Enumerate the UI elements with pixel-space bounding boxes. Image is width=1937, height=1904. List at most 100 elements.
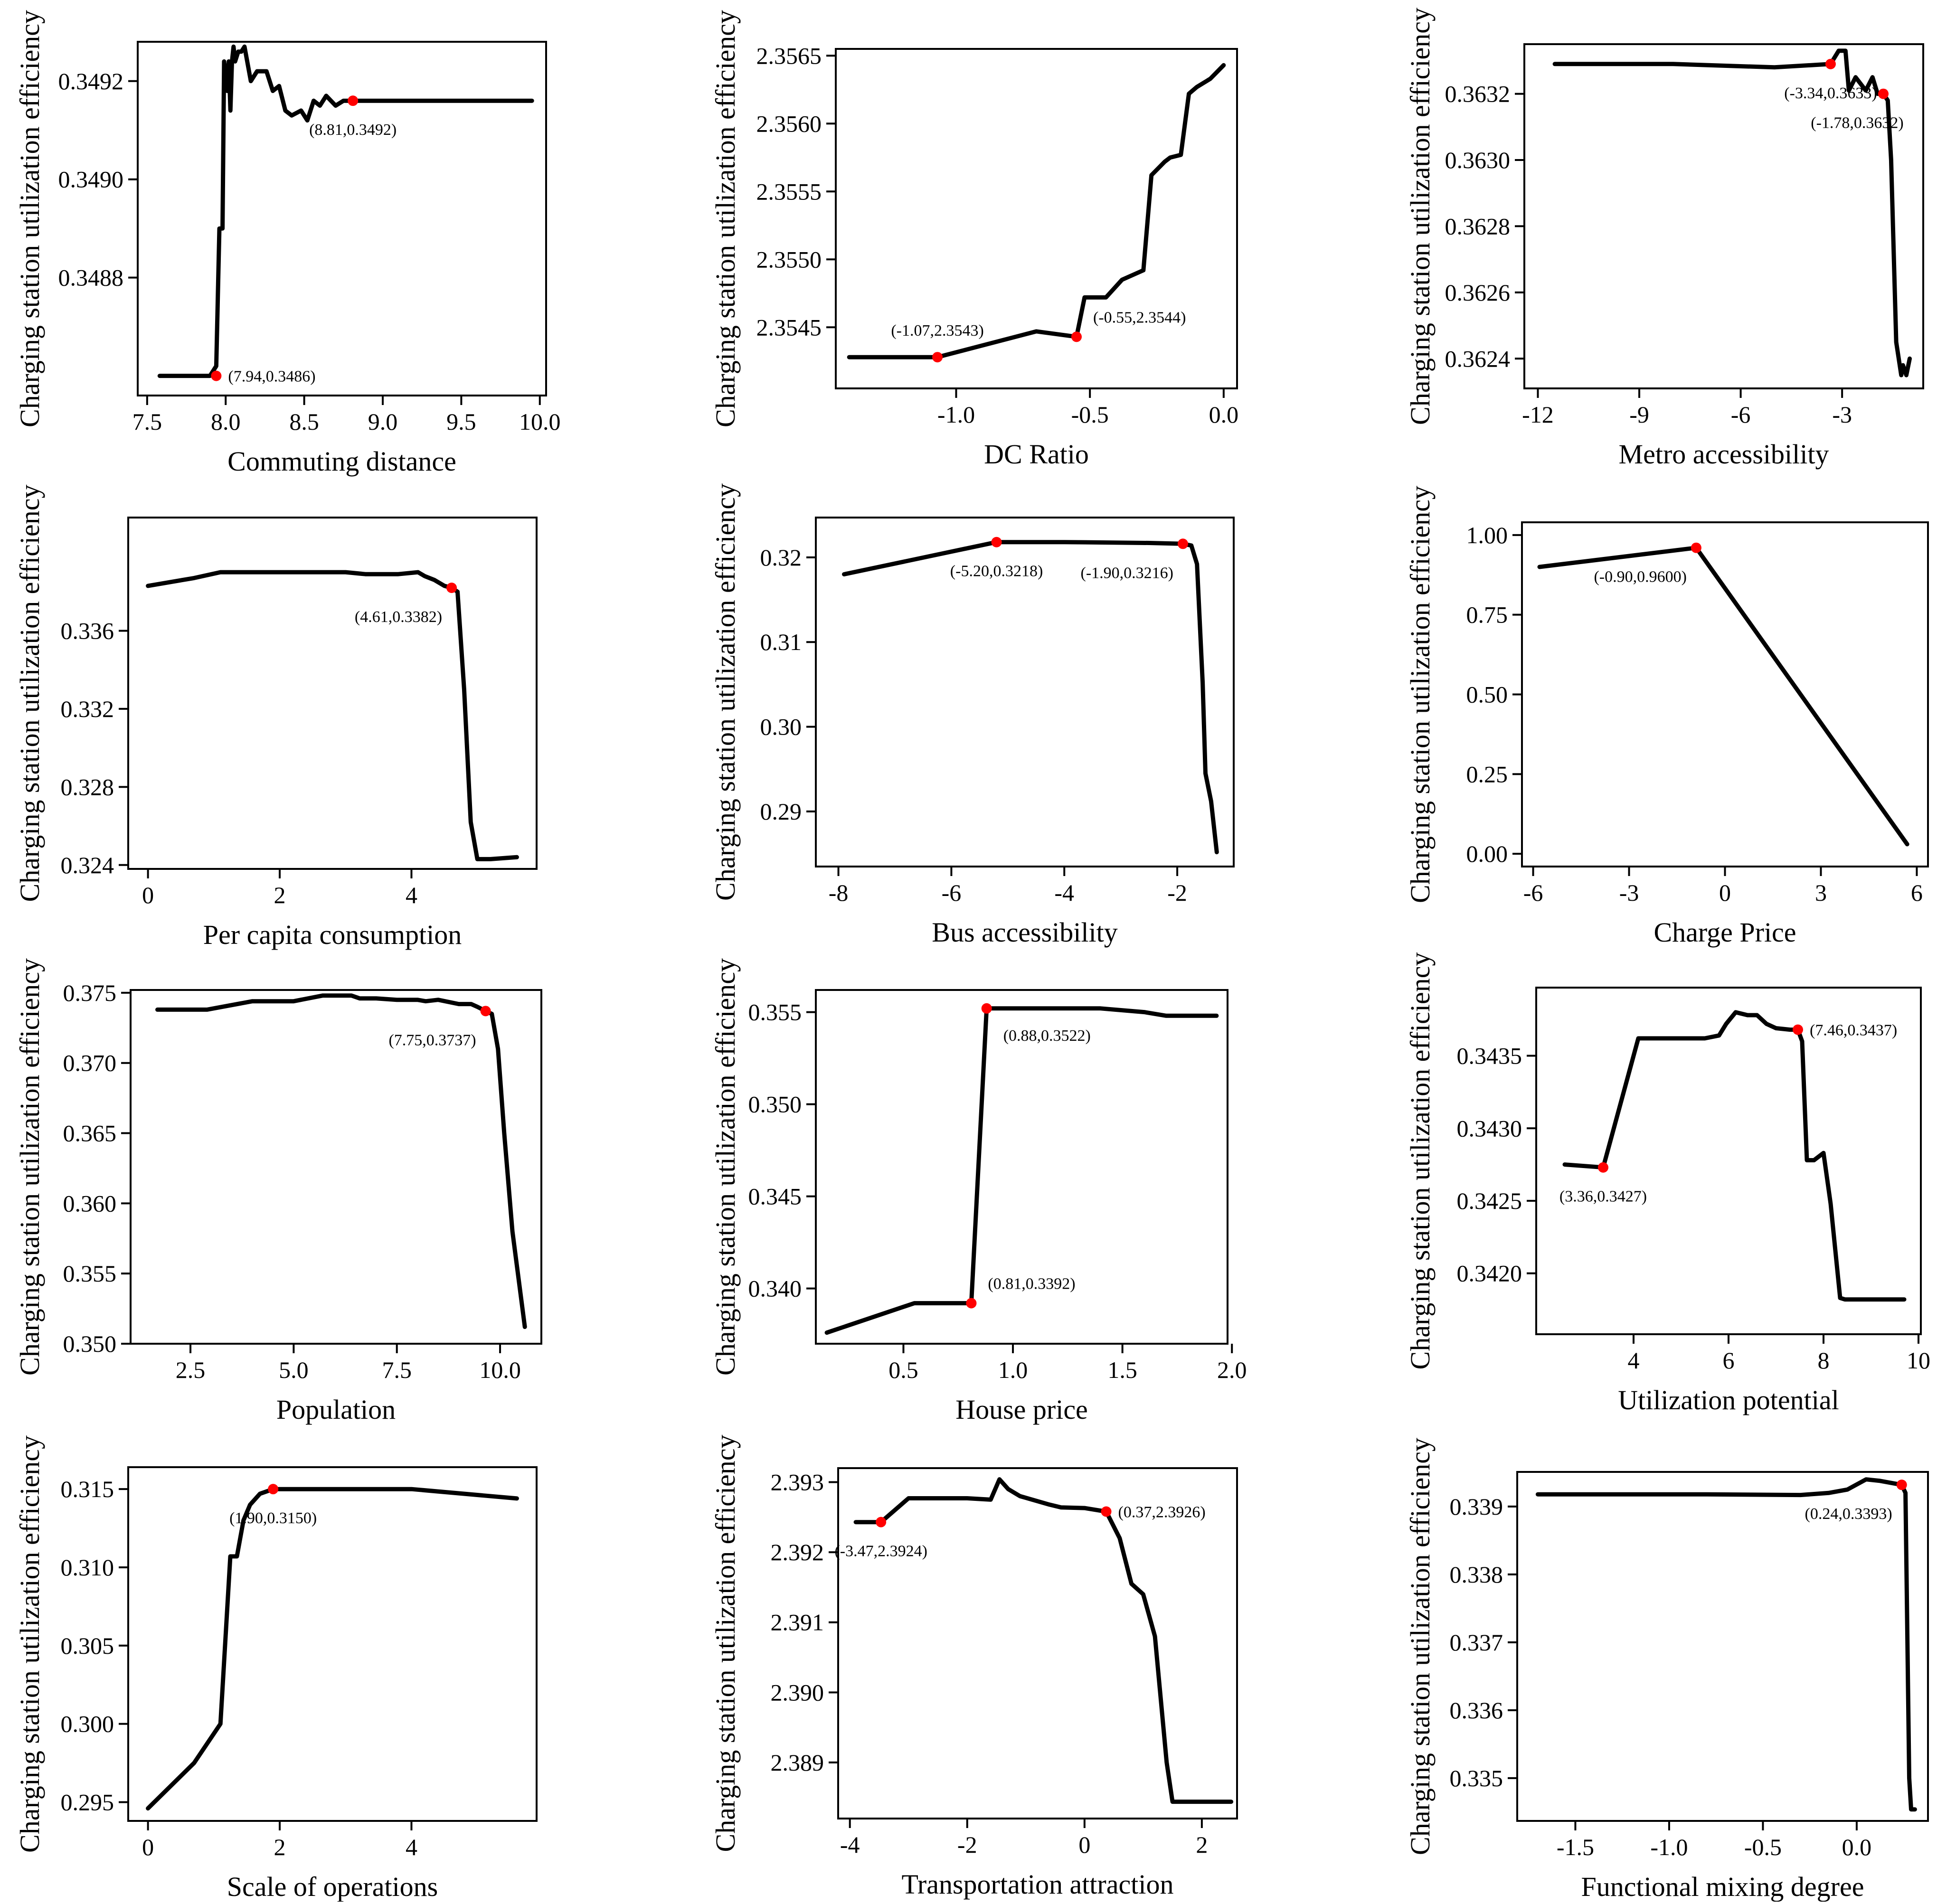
x-tick-label: 1.0: [998, 1357, 1028, 1383]
y-tick-label: 0.295: [61, 1789, 114, 1815]
annotation-marker: [1101, 1506, 1112, 1517]
plot-frame: [815, 517, 1235, 867]
x-tick-label: 10.0: [479, 1357, 521, 1383]
series-line: [824, 1006, 1219, 1335]
subplot-per-capita-consumption: 0 2 4 0.324 0.328 0.332 0.336 Per capita consum…: [14, 485, 538, 950]
x-tick-label: 8.0: [211, 408, 241, 435]
x-tick-label: 5.0: [279, 1357, 309, 1383]
y-tick-label: 0.3490: [58, 166, 124, 193]
y-axis-label: Charging station utilization efficiency: [1405, 1438, 1436, 1855]
y-tick-label: 0.29: [760, 798, 802, 825]
x-axis-label: Scale of operations: [227, 1871, 438, 1902]
y-tick-label: 0.25: [1466, 761, 1508, 787]
annotation-marker: [1071, 331, 1082, 342]
x-axis-label: DC Ratio: [984, 439, 1089, 470]
annotation-marker: [966, 1298, 977, 1309]
annotation-marker: [1177, 538, 1188, 549]
annotation-marker: [1691, 542, 1701, 553]
annotation-marker: [1878, 88, 1889, 99]
annotation-label: (-1.07,2.3543): [891, 322, 983, 339]
x-tick-label: 0: [142, 1834, 154, 1860]
series-line: [1537, 546, 1909, 847]
x-axis-label: Per capita consumption: [203, 919, 462, 950]
subplot-metro-accessibility: -12 -9 -6 -3 0.3624 0.3626 0.3628 0.3630 0.3632 M…: [1405, 8, 1924, 470]
annotation-marker: [211, 370, 222, 381]
x-tick-label: 0.0: [1209, 401, 1239, 428]
y-axis-label: Charging station utilization efficiency: [1405, 8, 1436, 425]
series-line: [146, 1487, 519, 1811]
x-tick-label: -6: [1523, 879, 1543, 906]
y-tick-label: 0.3425: [1457, 1188, 1522, 1214]
annotation-label: (-1.78,0.3632): [1811, 114, 1903, 132]
y-tick-label: 0.336: [61, 617, 114, 644]
y-tick-label: 0.3632: [1445, 81, 1511, 107]
annotation-label: (7.46,0.3437): [1810, 1022, 1897, 1039]
y-tick-label: 0.337: [1450, 1629, 1503, 1656]
y-axis-label: Charging station utilization efficiency: [14, 485, 45, 902]
annotation-marker: [1598, 1162, 1608, 1173]
y-axis-label: Charging station utilization efficiency: [14, 1435, 45, 1853]
x-tick-label: 0.5: [888, 1357, 918, 1383]
y-axis-label: Charging station utilization efficiency: [710, 958, 741, 1376]
y-tick-label: 0.300: [61, 1711, 114, 1737]
y-tick-label: 0.3492: [58, 68, 124, 94]
y-tick-label: 0.338: [1450, 1561, 1503, 1588]
annotation-marker: [876, 1517, 887, 1527]
annotation-marker: [268, 1484, 279, 1495]
series-line: [1535, 1477, 1917, 1812]
x-tick-label: 7.5: [132, 408, 162, 435]
series-line: [157, 44, 534, 378]
series-line: [1562, 1010, 1907, 1302]
x-tick-label: -1.5: [1557, 1834, 1594, 1860]
y-tick-label: 0.340: [748, 1275, 802, 1302]
annotation-label: (8.81,0.3492): [309, 121, 397, 139]
x-tick-label: -2: [957, 1831, 977, 1858]
y-tick-label: 0.328: [61, 773, 114, 800]
y-tick-label: 2.3565: [756, 42, 822, 69]
x-axis-label: Bus accessibility: [932, 917, 1117, 948]
x-axis-label: Charge Price: [1654, 917, 1796, 948]
y-tick-label: 0.3628: [1445, 213, 1511, 239]
x-tick-label: -12: [1522, 401, 1554, 428]
annotation-label: (0.81,0.3392): [988, 1275, 1075, 1293]
y-axis-label: Charging station utilization efficiency: [14, 958, 45, 1376]
x-tick-label: 0.0: [1842, 1834, 1872, 1860]
annotation-label: (0.24,0.3393): [1805, 1505, 1892, 1523]
series-line: [146, 570, 519, 861]
annotation-marker: [1793, 1024, 1803, 1035]
x-tick-label: 2.0: [1217, 1357, 1247, 1383]
annotation-label: (-0.55,2.3544): [1093, 309, 1186, 326]
y-tick-label: 2.392: [771, 1539, 824, 1565]
y-tick-label: 0.315: [61, 1476, 114, 1502]
x-axis-label: House price: [955, 1394, 1088, 1425]
y-tick-label: 0.350: [748, 1091, 802, 1118]
annotation-marker: [1896, 1480, 1907, 1490]
x-tick-label: 2: [274, 882, 286, 908]
series-line: [847, 63, 1226, 359]
x-tick-label: -9: [1629, 401, 1649, 428]
x-tick-label: 0: [1719, 879, 1731, 906]
y-tick-label: 0.324: [61, 852, 114, 878]
subplot-scale-of-operations: 0 2 4 0.295 0.300 0.305 0.310 0.315 Scale of ope…: [14, 1435, 538, 1902]
series-line: [842, 540, 1219, 855]
x-tick-label: -3: [1832, 401, 1852, 428]
y-tick-label: 0.339: [1450, 1493, 1503, 1520]
annotation-label: (0.88,0.3522): [1003, 1027, 1091, 1045]
subplot-charge-price: -6 -3 0 3 6 0.00 0.25 0.50 0.75 1.00 Charge Price C…: [1405, 486, 1929, 948]
y-tick-label: 0.370: [63, 1050, 117, 1076]
x-axis-label: Metro accessibility: [1619, 439, 1829, 470]
y-tick-label: 0.32: [760, 544, 802, 571]
x-tick-label: 6: [1723, 1347, 1735, 1374]
annotation-marker: [480, 1006, 491, 1017]
plot-frame: [815, 989, 1228, 1345]
annotation-label: (0.37,2.3926): [1118, 1504, 1206, 1521]
y-tick-label: 0.50: [1466, 681, 1508, 708]
x-tick-label: 4: [406, 1834, 417, 1860]
y-tick-label: 0.3626: [1445, 279, 1511, 306]
y-tick-label: 0.00: [1466, 840, 1508, 867]
y-tick-label: 0.3488: [58, 264, 124, 291]
y-tick-label: 0.355: [63, 1260, 117, 1287]
y-tick-label: 1.00: [1466, 522, 1508, 548]
x-tick-label: 2.5: [176, 1357, 206, 1383]
